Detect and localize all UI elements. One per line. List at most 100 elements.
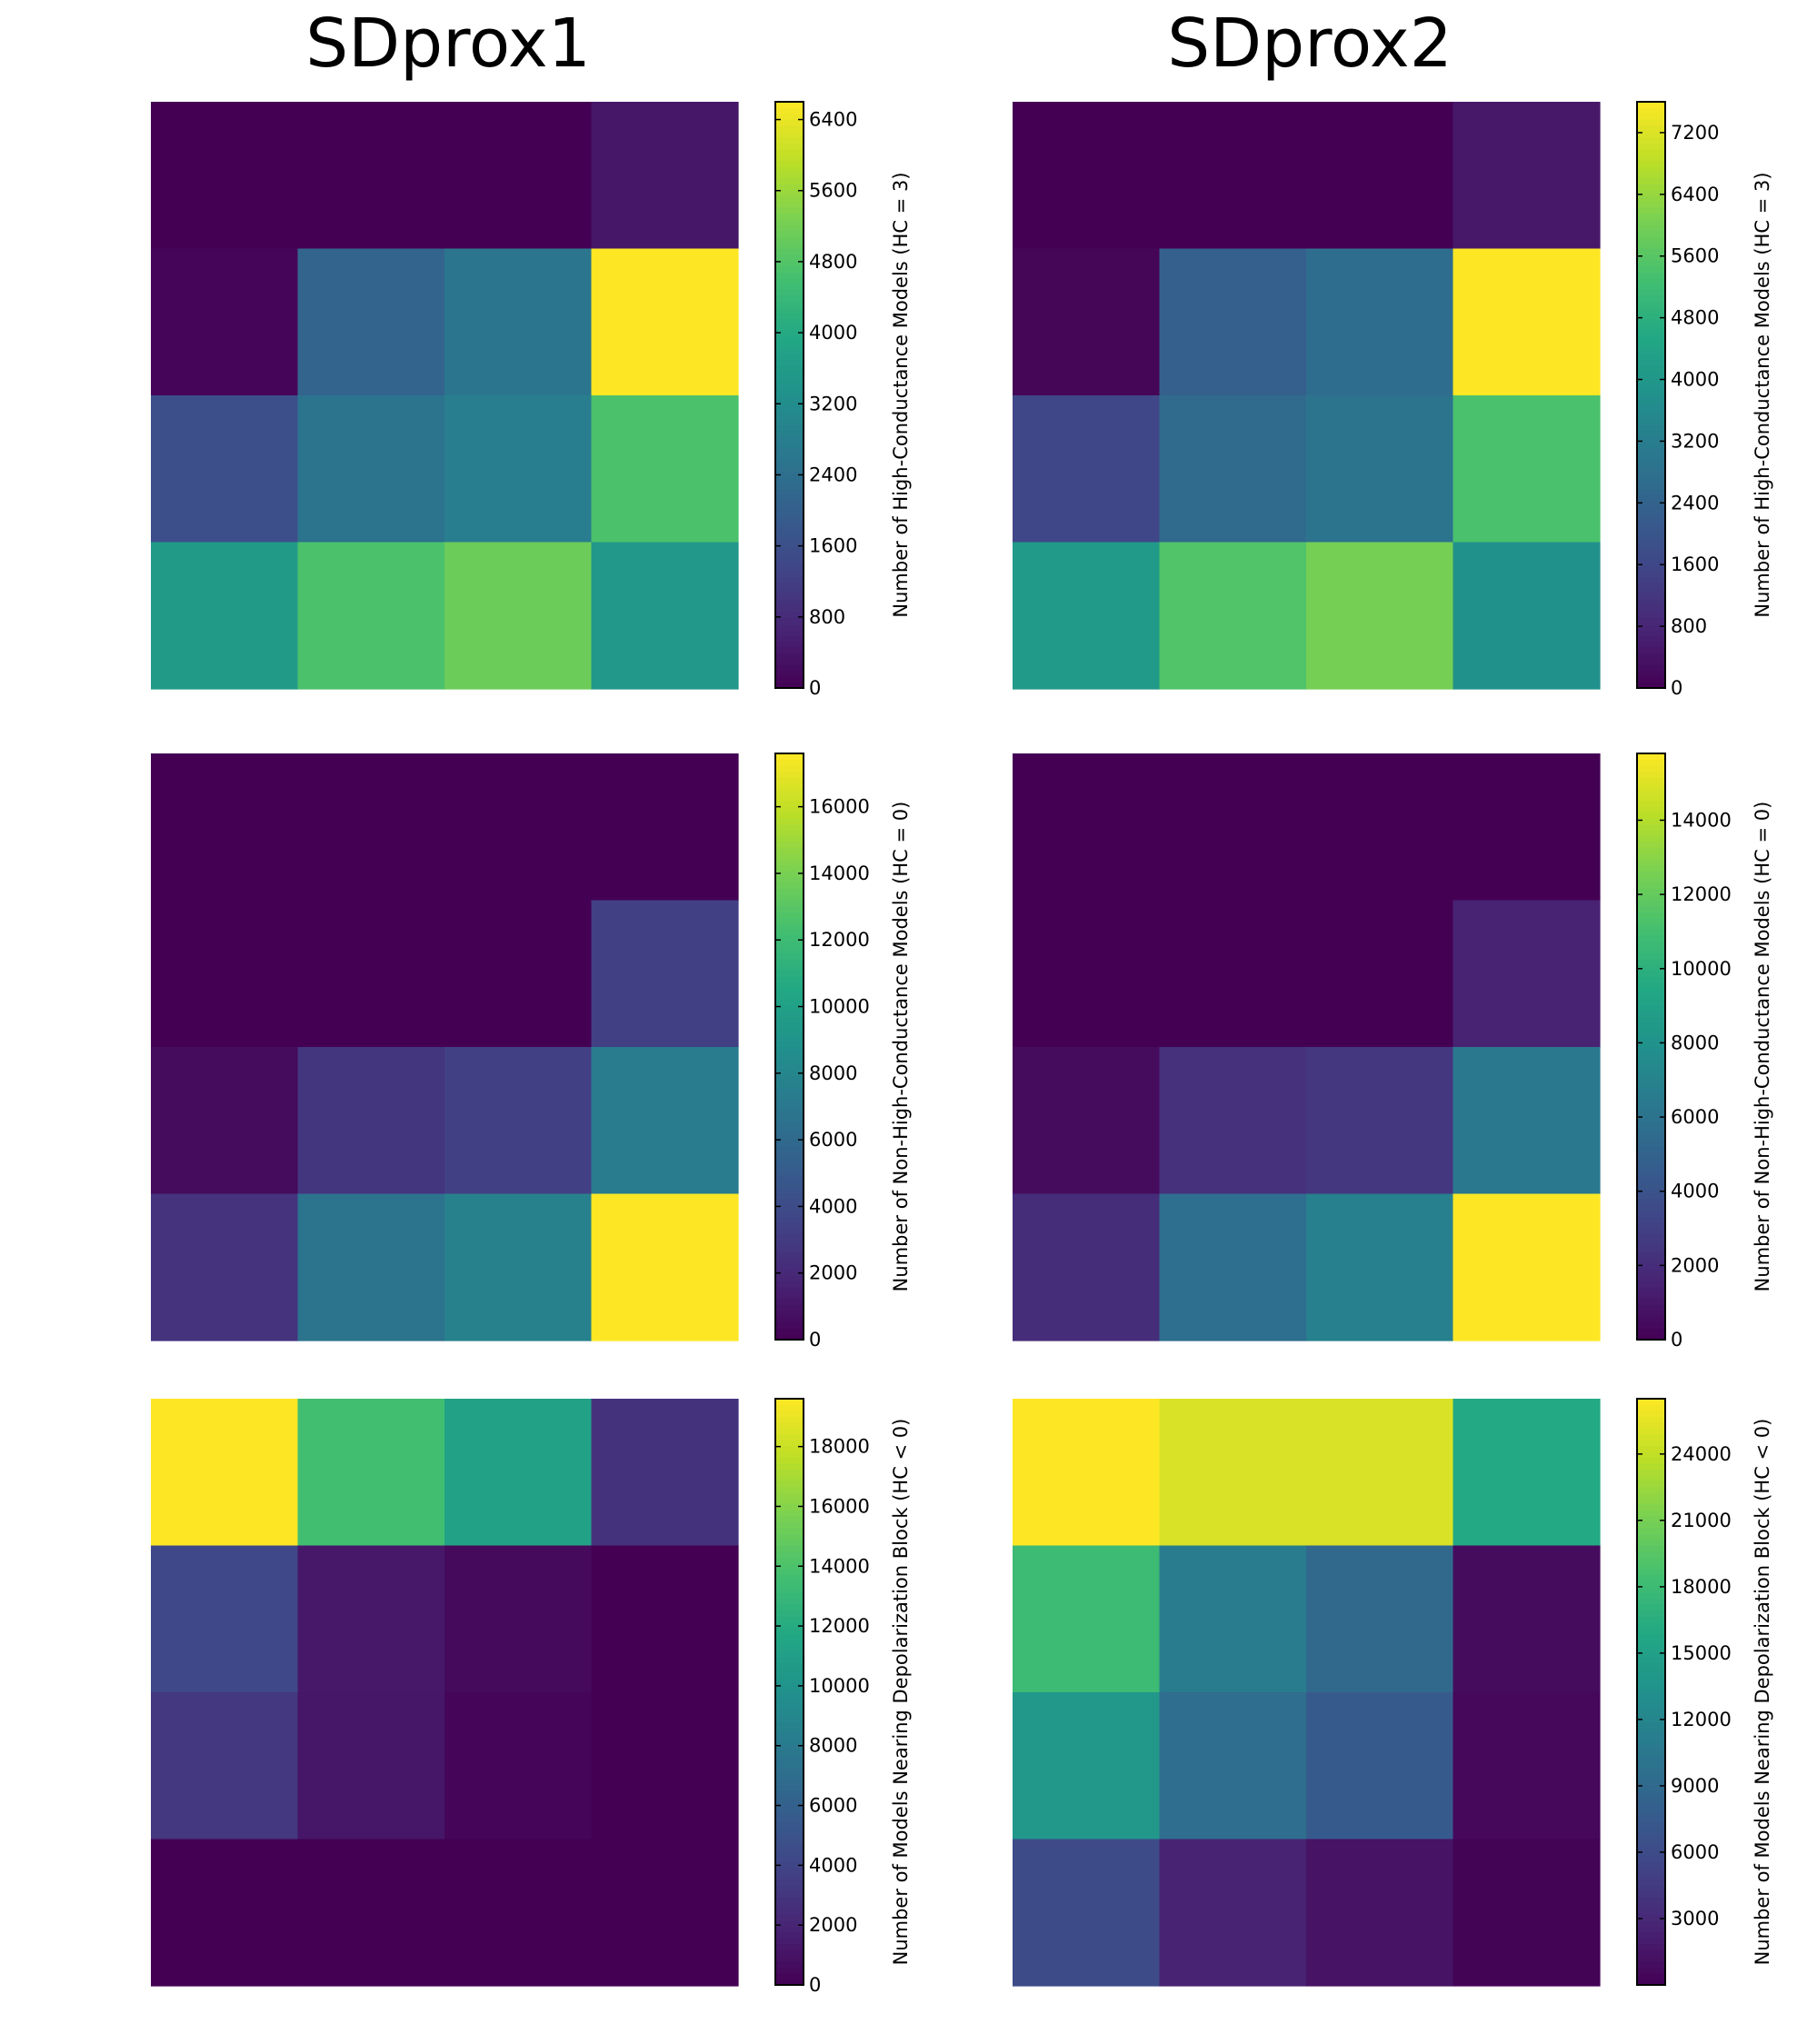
colorbar-segment bbox=[775, 952, 804, 960]
heatmap-cell bbox=[1013, 248, 1161, 396]
colorbar-segment bbox=[1637, 1680, 1665, 1687]
colorbar-tick-label: 4000 bbox=[809, 322, 857, 344]
colorbar-segment bbox=[775, 1586, 804, 1593]
colorbar-segment bbox=[1637, 442, 1665, 449]
colorbar-segment bbox=[1637, 464, 1665, 472]
colorbar-segment bbox=[775, 494, 804, 502]
colorbar-segment bbox=[1637, 529, 1665, 536]
colorbar-segment bbox=[775, 1873, 804, 1880]
colorbar-segment bbox=[775, 958, 804, 965]
colorbar-segment bbox=[1637, 1580, 1665, 1587]
colorbar-segment bbox=[1637, 1832, 1665, 1840]
colorbar-segment bbox=[775, 464, 804, 472]
colorbar-segment bbox=[1637, 301, 1665, 308]
colorbar-segment bbox=[1637, 934, 1665, 942]
colorbar-segment bbox=[775, 500, 804, 507]
colorbar-segment bbox=[1637, 952, 1665, 960]
colorbar-segment bbox=[1637, 1328, 1665, 1335]
colorbar-segment bbox=[1637, 682, 1665, 689]
heatmap-cell bbox=[1159, 1692, 1307, 1840]
colorbar-segment bbox=[775, 753, 804, 760]
colorbar-tick-label: 6400 bbox=[809, 109, 857, 131]
colorbar-segment bbox=[1637, 823, 1665, 831]
colorbar-segment bbox=[1637, 864, 1665, 872]
colorbar-segment bbox=[775, 1462, 804, 1470]
colorbar-segment bbox=[775, 1058, 804, 1065]
colorbar-segment bbox=[1637, 759, 1665, 766]
heatmap-cell bbox=[151, 753, 299, 902]
colorbar-tick-label: 3200 bbox=[809, 393, 857, 414]
colorbar-tick-label: 4000 bbox=[1671, 1181, 1719, 1202]
colorbar-segment bbox=[775, 529, 804, 536]
colorbar-segment bbox=[775, 1920, 804, 1927]
heatmap-cell bbox=[1013, 395, 1161, 543]
colorbar-segment bbox=[775, 934, 804, 942]
colorbar-segment bbox=[1637, 1744, 1665, 1751]
colorbar-segment bbox=[1637, 389, 1665, 395]
colorbar-segment bbox=[1637, 1474, 1665, 1481]
colorbar-segment bbox=[1637, 859, 1665, 866]
heatmap-cell bbox=[1159, 1839, 1307, 1987]
colorbar-segment bbox=[775, 988, 804, 994]
colorbar-segment bbox=[775, 605, 804, 613]
colorbar-segment bbox=[775, 1199, 804, 1206]
colorbar-segment bbox=[775, 442, 804, 449]
colorbar-segment bbox=[775, 148, 804, 155]
colorbar-tick-label: 5600 bbox=[809, 180, 857, 202]
colorbar-tick-label: 800 bbox=[1671, 615, 1707, 637]
heatmap-cell bbox=[591, 900, 739, 1048]
colorbar-segment bbox=[1637, 394, 1665, 402]
colorbar-segment bbox=[1637, 1457, 1665, 1464]
colorbar-segment bbox=[1637, 236, 1665, 244]
colorbar-segment bbox=[1637, 113, 1665, 120]
colorbar-segment bbox=[1637, 377, 1665, 384]
colorbar-segment bbox=[775, 653, 804, 660]
colorbar-segment bbox=[775, 564, 804, 572]
colorbar-segment bbox=[775, 406, 804, 414]
heatmap-cell bbox=[444, 1545, 593, 1693]
colorbar-segment bbox=[775, 1580, 804, 1587]
colorbar-segment bbox=[775, 1029, 804, 1036]
colorbar-segment bbox=[1637, 1533, 1665, 1540]
colorbar-segment bbox=[775, 1399, 804, 1405]
colorbar-segment bbox=[1637, 1321, 1665, 1329]
colorbar-segment bbox=[1637, 283, 1665, 290]
colorbar-segment bbox=[775, 1245, 804, 1252]
heatmap-cell bbox=[444, 1399, 593, 1547]
colorbar-segment bbox=[775, 806, 804, 813]
colorbar-segment bbox=[775, 1603, 804, 1610]
colorbar-segment bbox=[775, 982, 804, 989]
colorbar-frame bbox=[774, 753, 804, 1341]
colorbar-segment bbox=[775, 646, 804, 653]
colorbar-segment bbox=[1637, 976, 1665, 983]
colorbar-segment bbox=[1637, 623, 1665, 630]
colorbar-segment bbox=[775, 454, 804, 460]
colorbar-segment bbox=[1637, 1416, 1665, 1423]
colorbar-segment bbox=[775, 1152, 804, 1159]
colorbar-segment bbox=[775, 265, 804, 273]
colorbar-segment bbox=[775, 1022, 804, 1030]
colorbar-segment bbox=[775, 1621, 804, 1629]
colorbar-segment bbox=[1637, 1216, 1665, 1223]
colorbar-segment bbox=[775, 976, 804, 983]
colorbar-segment bbox=[1637, 254, 1665, 261]
colorbar-segment bbox=[1637, 946, 1665, 953]
colorbar-tick-label: 8000 bbox=[809, 1735, 857, 1757]
colorbar-segment bbox=[1637, 447, 1665, 454]
colorbar-segment bbox=[775, 1474, 804, 1481]
colorbar-segment bbox=[775, 559, 804, 566]
colorbar-segment bbox=[1637, 576, 1665, 583]
colorbar-segment bbox=[1637, 1902, 1665, 1909]
colorbar-frame bbox=[1636, 753, 1666, 1341]
colorbar-segment bbox=[775, 1046, 804, 1053]
colorbar-segment bbox=[1637, 136, 1665, 144]
colorbar-segment bbox=[1637, 553, 1665, 560]
colorbar-segment bbox=[1637, 418, 1665, 425]
colorbar-segment bbox=[775, 1973, 804, 1980]
heatmap-cell bbox=[297, 1399, 445, 1547]
heatmap-cell bbox=[444, 542, 593, 690]
heatmap-cell bbox=[1453, 753, 1601, 902]
colorbar-segment bbox=[1637, 641, 1665, 648]
colorbar-segment bbox=[1637, 1761, 1665, 1769]
colorbar-segment bbox=[1637, 800, 1665, 807]
